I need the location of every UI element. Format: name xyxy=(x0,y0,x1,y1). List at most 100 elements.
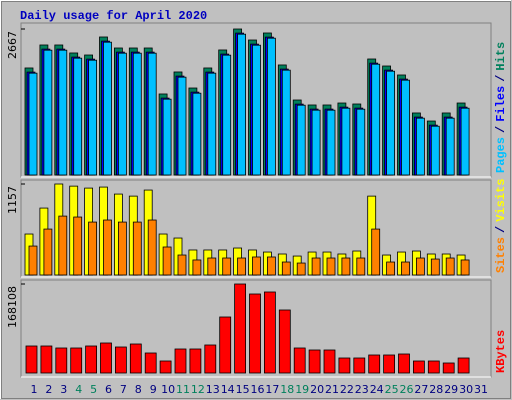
bar xyxy=(308,349,321,374)
x-tick-label: 6 xyxy=(105,383,112,396)
x-tick-label: 12 xyxy=(191,383,205,396)
bar xyxy=(25,345,38,374)
x-tick-label: 18 xyxy=(280,383,294,396)
bar xyxy=(88,221,97,276)
legend: Sites / Visits xyxy=(494,179,508,273)
y-tick-label: 2667 xyxy=(6,31,19,59)
bar xyxy=(296,104,306,176)
bar xyxy=(177,254,187,276)
bar xyxy=(386,70,396,176)
bar xyxy=(28,72,38,176)
bar xyxy=(88,59,97,176)
x-tick-label: 4 xyxy=(75,383,82,396)
bar xyxy=(311,257,321,276)
bar xyxy=(356,257,366,276)
legend-separator: / xyxy=(494,126,508,133)
x-tick-label: 9 xyxy=(150,383,157,396)
legend-separator: / xyxy=(494,75,508,82)
bar xyxy=(174,348,187,374)
bar xyxy=(338,357,351,374)
bar xyxy=(43,228,53,276)
bar xyxy=(427,360,440,374)
bar xyxy=(147,219,157,276)
bar xyxy=(341,257,351,276)
x-tick-label: 26 xyxy=(400,383,414,396)
bar xyxy=(219,316,232,374)
bar xyxy=(353,357,366,374)
x-tick-label: 29 xyxy=(444,383,458,396)
bar xyxy=(103,41,112,176)
x-tick-label: 1 xyxy=(31,383,38,396)
legend: Pages / Files / Hits xyxy=(494,42,508,173)
bar xyxy=(311,109,321,176)
bar xyxy=(129,343,142,374)
bar xyxy=(415,117,425,176)
bar xyxy=(189,348,202,374)
bar xyxy=(371,63,381,176)
legend-entry: Files xyxy=(494,86,508,122)
legend-entry: Sites xyxy=(494,237,508,273)
bar xyxy=(55,347,68,374)
bar xyxy=(415,257,425,276)
bar xyxy=(73,216,83,276)
bar xyxy=(222,54,232,176)
bar xyxy=(457,357,470,374)
bar xyxy=(132,52,142,176)
bar xyxy=(252,44,261,176)
bar xyxy=(445,257,455,276)
bar xyxy=(28,245,38,276)
bar xyxy=(430,125,440,176)
bar xyxy=(177,76,187,176)
x-tick-label: 14 xyxy=(221,383,235,396)
bar xyxy=(58,49,68,176)
x-tick-label: 22 xyxy=(340,383,354,396)
x-tick-label: 27 xyxy=(414,383,428,396)
x-tick-label: 20 xyxy=(310,383,324,396)
bar xyxy=(147,52,157,176)
bar xyxy=(281,261,291,276)
bar xyxy=(58,215,68,276)
x-tick-label: 19 xyxy=(295,383,309,396)
bar xyxy=(401,79,410,176)
chart-title: Daily usage for April 2020 xyxy=(20,9,207,23)
bar xyxy=(237,33,247,176)
bar xyxy=(371,228,381,276)
x-tick-label: 11 xyxy=(176,383,190,396)
bar xyxy=(222,257,232,276)
x-tick-label: 28 xyxy=(429,383,443,396)
bar xyxy=(368,354,381,374)
bar xyxy=(412,360,425,374)
bar xyxy=(383,354,396,374)
x-tick-label: 15 xyxy=(236,383,250,396)
bar xyxy=(207,257,217,276)
bar xyxy=(85,345,97,374)
legend-separator: / xyxy=(494,226,508,233)
bar xyxy=(281,69,291,176)
bar xyxy=(115,346,127,374)
bar xyxy=(234,283,247,374)
bar xyxy=(159,360,172,374)
bar xyxy=(103,219,112,276)
bar xyxy=(162,98,172,176)
bar xyxy=(43,49,53,176)
bar xyxy=(192,259,202,276)
x-tick-label: 5 xyxy=(90,383,97,396)
bar xyxy=(266,37,276,176)
bar xyxy=(341,107,351,176)
x-tick-label: 24 xyxy=(370,383,384,396)
bar xyxy=(296,262,306,276)
bar xyxy=(192,92,202,176)
legend-entry: Pages xyxy=(494,137,508,173)
legend-entry: Hits xyxy=(494,42,508,71)
x-tick-label: 30 xyxy=(459,383,473,396)
bar xyxy=(442,362,455,374)
bar xyxy=(252,256,261,276)
x-tick-label: 2 xyxy=(45,383,52,396)
legend: KBytes xyxy=(494,330,508,373)
x-tick-label: 17 xyxy=(265,383,279,396)
x-tick-label: 3 xyxy=(60,383,67,396)
bar xyxy=(144,352,157,374)
bar xyxy=(356,108,366,176)
